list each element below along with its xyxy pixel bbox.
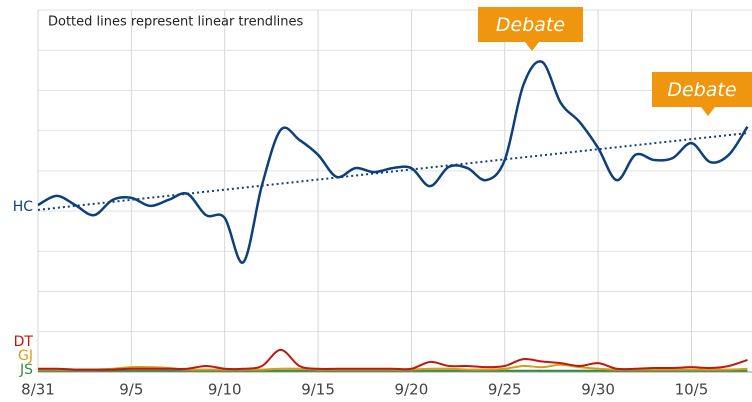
series-label: DT: [14, 334, 34, 350]
series-line: [37, 348, 748, 371]
x-tick-label: 9/10: [208, 381, 242, 399]
trendline: [37, 132, 748, 211]
x-tick-label: 9/25: [488, 381, 522, 399]
x-tick-label: 9/15: [301, 381, 335, 399]
x-tick-label: 8/31: [21, 381, 55, 399]
callout-text: Debate: [667, 79, 736, 101]
annotation: Dotted lines represent linear trendlines: [48, 15, 304, 30]
x-tick-label: 9/5: [119, 381, 143, 399]
grid: [37, 9, 752, 373]
x-tick-label: 10/5: [675, 381, 709, 399]
x-tick-label: 9/20: [395, 381, 429, 399]
series-label: GJ: [18, 348, 33, 364]
callout-box: [652, 72, 752, 116]
series-label: JS: [19, 362, 33, 378]
callout-box: [478, 7, 583, 51]
series-label: HC: [13, 199, 34, 215]
x-tick-label: 9/30: [581, 381, 615, 399]
series-line: [37, 60, 749, 264]
callout-text: Debate: [496, 14, 565, 36]
